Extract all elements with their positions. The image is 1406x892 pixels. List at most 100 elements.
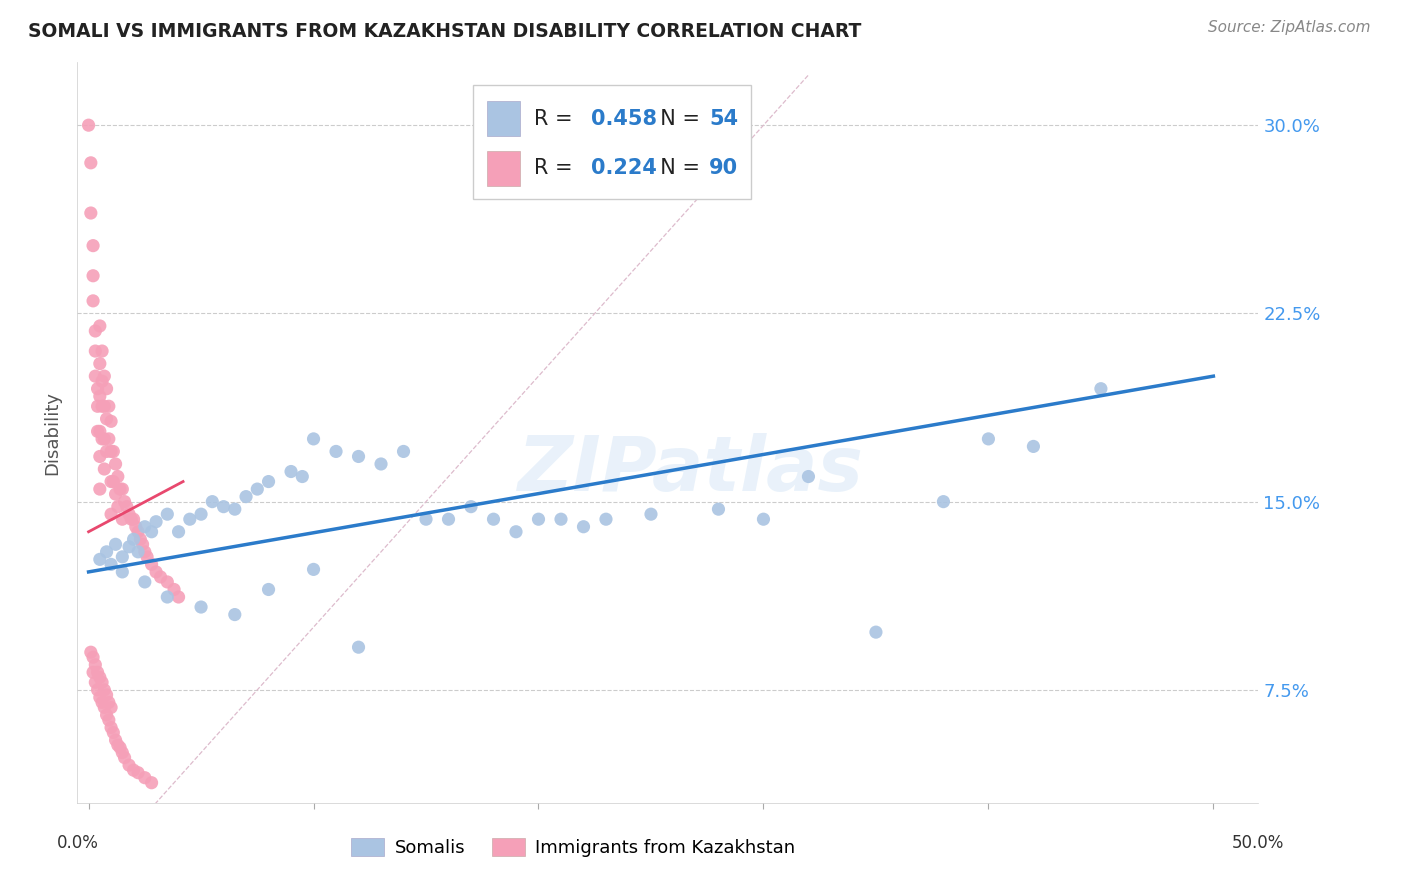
Point — [82, 650, 104, 665]
Point — [797, 469, 820, 483]
Point — [91, 675, 114, 690]
Point — [100, 721, 122, 735]
Point — [97, 713, 120, 727]
Point — [167, 590, 190, 604]
Text: Source: ZipAtlas.com: Source: ZipAtlas.com — [1208, 20, 1371, 35]
Point — [325, 444, 347, 458]
Text: 0.224: 0.224 — [591, 158, 657, 178]
Point — [149, 570, 172, 584]
Point — [302, 562, 325, 576]
Point — [100, 700, 122, 714]
Point — [107, 738, 129, 752]
Point — [437, 512, 460, 526]
Point — [89, 552, 111, 566]
Point — [156, 590, 179, 604]
Text: R =: R = — [534, 109, 579, 128]
Point — [134, 771, 156, 785]
Point — [122, 533, 145, 547]
Point — [103, 725, 125, 739]
Point — [145, 515, 167, 529]
Point — [82, 268, 104, 283]
Point — [280, 465, 302, 479]
Point — [104, 733, 127, 747]
FancyBboxPatch shape — [486, 101, 520, 136]
Point — [127, 524, 149, 539]
Point — [370, 457, 392, 471]
Point — [127, 765, 149, 780]
Point — [96, 545, 118, 559]
Point — [118, 540, 141, 554]
Point — [131, 537, 153, 551]
Point — [460, 500, 482, 514]
Point — [96, 444, 118, 458]
Point — [640, 507, 662, 521]
Point — [80, 206, 103, 220]
Point — [82, 293, 104, 308]
Point — [111, 482, 134, 496]
Point — [89, 318, 111, 333]
Point — [84, 344, 107, 359]
Point — [82, 238, 104, 252]
Point — [89, 425, 111, 439]
Point — [108, 740, 131, 755]
Point — [141, 558, 163, 572]
Point — [100, 475, 122, 489]
FancyBboxPatch shape — [472, 85, 751, 200]
Point — [100, 414, 122, 428]
Point — [108, 482, 131, 496]
Point — [482, 512, 505, 526]
Point — [125, 520, 148, 534]
Point — [118, 758, 141, 772]
Point — [865, 625, 887, 640]
Point — [111, 549, 134, 564]
Point — [89, 450, 111, 464]
Y-axis label: Disability: Disability — [44, 391, 62, 475]
Point — [89, 690, 111, 705]
Point — [82, 665, 104, 680]
Point — [156, 574, 179, 589]
Point — [190, 600, 212, 615]
Point — [107, 469, 129, 483]
Point — [89, 357, 111, 371]
Point — [89, 670, 111, 684]
Point — [97, 432, 120, 446]
Point — [167, 524, 190, 539]
Point — [977, 432, 1000, 446]
Point — [96, 708, 118, 723]
Point — [257, 582, 280, 597]
Legend: Somalis, Immigrants from Kazakhstan: Somalis, Immigrants from Kazakhstan — [344, 830, 803, 864]
Point — [114, 494, 136, 508]
Point — [156, 507, 179, 521]
Point — [291, 469, 314, 483]
Point — [595, 512, 617, 526]
Point — [103, 444, 125, 458]
Point — [104, 457, 127, 471]
Point — [224, 607, 246, 622]
Point — [97, 399, 120, 413]
Text: N =: N = — [647, 109, 706, 128]
Text: ZIPatlas: ZIPatlas — [519, 433, 865, 507]
Point — [91, 432, 114, 446]
Point — [111, 512, 134, 526]
Point — [93, 369, 115, 384]
Point — [91, 344, 114, 359]
Point — [122, 763, 145, 777]
Point — [77, 118, 100, 132]
Point — [89, 389, 111, 403]
Point — [302, 432, 325, 446]
Point — [707, 502, 730, 516]
Point — [572, 520, 595, 534]
Point — [111, 746, 134, 760]
Point — [141, 524, 163, 539]
Point — [224, 502, 246, 516]
Point — [246, 482, 269, 496]
Point — [104, 487, 127, 501]
Point — [201, 494, 224, 508]
Point — [96, 688, 118, 702]
Point — [190, 507, 212, 521]
Point — [134, 545, 156, 559]
Point — [84, 324, 107, 338]
Text: SOMALI VS IMMIGRANTS FROM KAZAKHSTAN DISABILITY CORRELATION CHART: SOMALI VS IMMIGRANTS FROM KAZAKHSTAN DIS… — [28, 22, 862, 41]
Point — [103, 475, 125, 489]
Text: 50.0%: 50.0% — [1232, 834, 1285, 852]
